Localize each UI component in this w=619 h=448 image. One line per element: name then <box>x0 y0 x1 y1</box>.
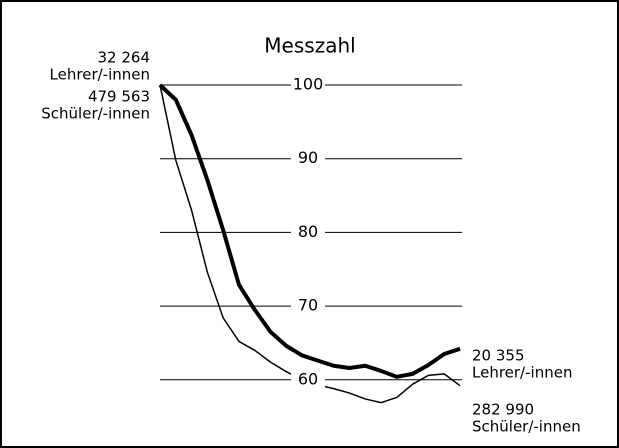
tick-label-background <box>291 149 325 168</box>
tick-label-background <box>291 76 325 94</box>
annotation: Schüler/-innen <box>472 418 581 436</box>
annotation: Lehrer/-innen <box>50 66 150 84</box>
chart-title: Messzahl <box>264 34 355 58</box>
y-tick-label: 90 <box>298 148 318 167</box>
annotation: Schüler/-innen <box>41 105 150 123</box>
tick-label-background <box>291 223 325 242</box>
y-tick-label: 60 <box>298 369 318 388</box>
annotation: 20 355 <box>472 347 525 365</box>
line-series <box>158 83 461 379</box>
y-tick-label: 80 <box>298 222 318 241</box>
annotation: 479 563 <box>88 88 150 106</box>
annotation: 282 990 <box>472 401 534 419</box>
annotation: 32 264 <box>98 49 151 67</box>
tick-label-background <box>291 297 325 316</box>
y-tick-label: 70 <box>298 296 318 315</box>
y-tick-label: 100 <box>293 75 324 94</box>
tick-label-background <box>291 370 325 389</box>
annotation: Lehrer/-innen <box>472 364 572 382</box>
